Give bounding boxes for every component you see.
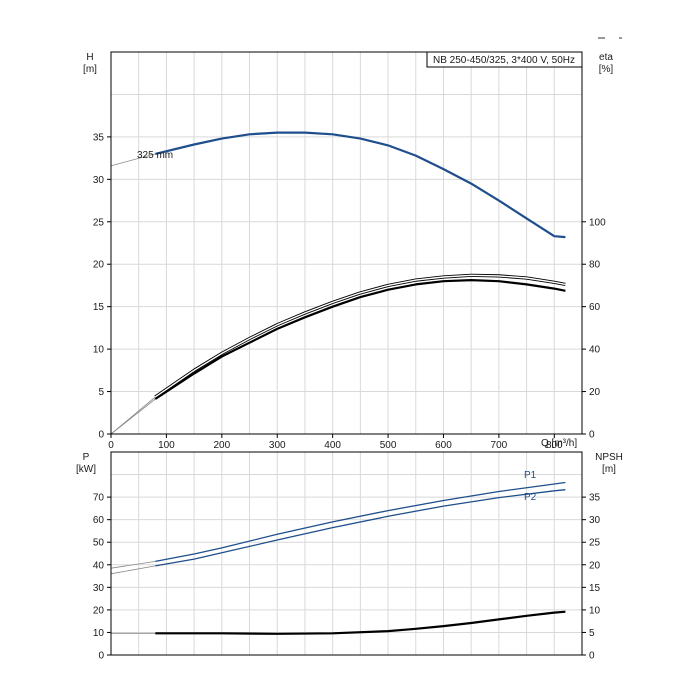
bottom-right-axis-title: NPSH bbox=[595, 452, 623, 463]
x-tick-label: 500 bbox=[380, 440, 397, 451]
top-right-axis-title: eta bbox=[599, 52, 613, 63]
y-right-tick-label: 40 bbox=[589, 345, 601, 356]
y-left-tick-label: 25 bbox=[93, 217, 105, 228]
y-left-tick-label: 70 bbox=[93, 493, 105, 504]
y-left-tick-label: 20 bbox=[93, 260, 105, 271]
y-right-tick-label: 35 bbox=[589, 493, 601, 504]
bottom-panel-curves bbox=[110, 481, 566, 635]
y-left-tick-label: 0 bbox=[98, 651, 104, 662]
y-left-tick-label: 30 bbox=[93, 175, 105, 186]
bottom-left-axis-title: P bbox=[83, 452, 90, 463]
y-left-tick-label: 30 bbox=[93, 583, 105, 594]
curve-top-2 bbox=[154, 279, 566, 400]
axis-ticks: 0 100 200 300 400 500 600 700 800051015202530350… bbox=[93, 132, 606, 661]
info-box bbox=[426, 51, 583, 68]
y-right-tick-label: 15 bbox=[589, 583, 601, 594]
x-tick-label: 400 bbox=[324, 440, 341, 451]
top-left-axis-title: H bbox=[86, 52, 93, 63]
info-box-text: NB 250-450/325, 3*400 V, 50Hz bbox=[433, 55, 575, 66]
y-left-tick-label: 50 bbox=[93, 538, 105, 549]
x-tick-label: 300 bbox=[269, 440, 286, 451]
y-right-tick-label: 100 bbox=[589, 217, 606, 228]
y-right-tick-label: 20 bbox=[589, 387, 601, 398]
bottom-panel-grid bbox=[111, 452, 582, 655]
series-label-p1: P1 bbox=[524, 470, 537, 481]
y-left-tick-label: 20 bbox=[93, 605, 105, 616]
curve-p2 bbox=[155, 489, 566, 567]
y-right-tick-label: 10 bbox=[589, 605, 601, 616]
curve-p1 bbox=[155, 481, 566, 563]
x-tick-label: 600 bbox=[435, 440, 452, 451]
y-left-tick-label: 40 bbox=[93, 560, 105, 571]
y-left-tick-label: 15 bbox=[93, 302, 105, 313]
series-label-p2: P2 bbox=[524, 492, 537, 503]
bottom-left-axis-unit: [kW] bbox=[76, 464, 96, 475]
x-tick-label: 0 bbox=[108, 440, 114, 451]
top-panel-curves bbox=[110, 131, 566, 435]
curve-top-2-extrapolation bbox=[110, 398, 156, 435]
bottom-right-axis-unit: [m] bbox=[602, 464, 616, 475]
curve-top-1-inner bbox=[154, 274, 566, 398]
top-right-axis-unit: [%] bbox=[599, 64, 614, 75]
x-axis-title: Q [m³/h] bbox=[541, 438, 577, 449]
curve-p1-extrapolation bbox=[110, 561, 156, 569]
x-tick-label: 200 bbox=[213, 440, 230, 451]
curve-325-mm-extrapolation bbox=[110, 153, 156, 167]
x-tick-label: 700 bbox=[491, 440, 508, 451]
y-left-tick-label: 35 bbox=[93, 132, 105, 143]
curve-325-mm bbox=[155, 131, 566, 239]
top-left-axis-unit: [m] bbox=[83, 64, 97, 75]
curve-bottom-2 bbox=[155, 610, 566, 635]
y-left-tick-label: 60 bbox=[93, 515, 105, 526]
curve-p2-extrapolation bbox=[110, 565, 156, 575]
y-right-tick-label: 20 bbox=[589, 560, 601, 571]
y-right-tick-label: 60 bbox=[589, 302, 601, 313]
y-left-tick-label: 10 bbox=[93, 628, 105, 639]
y-right-tick-label: 0 bbox=[589, 651, 595, 662]
bottom-panel-frame bbox=[110, 451, 583, 656]
y-left-tick-label: 0 bbox=[98, 430, 104, 441]
top-panel-frame bbox=[110, 51, 583, 435]
y-left-tick-label: 5 bbox=[98, 387, 104, 398]
y-right-tick-label: 0 bbox=[589, 430, 595, 441]
y-right-tick-label: 5 bbox=[589, 628, 595, 639]
y-left-tick-label: 10 bbox=[93, 345, 105, 356]
y-right-tick-label: 30 bbox=[589, 515, 601, 526]
x-tick-label: 800 bbox=[546, 440, 563, 451]
y-right-tick-label: 80 bbox=[589, 260, 601, 271]
x-tick-label: 100 bbox=[158, 440, 175, 451]
y-right-tick-label: 25 bbox=[589, 538, 601, 549]
series-label-325mm: 325 mm bbox=[137, 150, 173, 161]
top-panel-grid bbox=[111, 52, 582, 434]
